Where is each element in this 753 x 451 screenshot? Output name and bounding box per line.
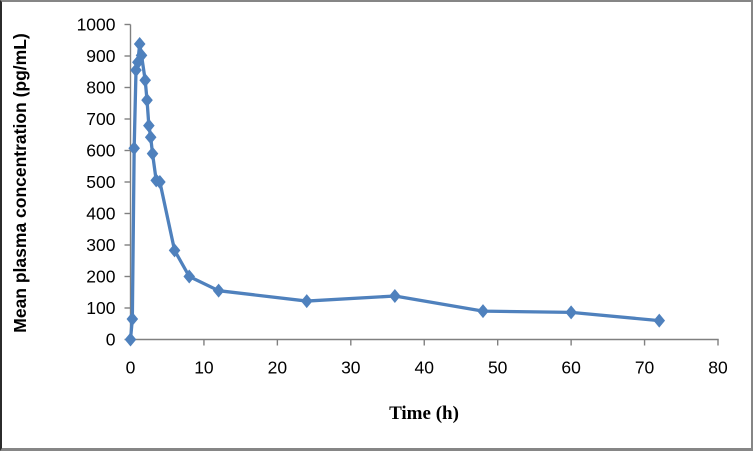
data-point-marker [565,305,577,320]
data-point-marker [124,332,137,347]
y-axis-tick-label: 400 [86,204,115,224]
data-point-marker [128,141,140,156]
x-axis-tick-label: 50 [488,358,508,378]
data-point-marker [144,130,157,145]
data-point-marker [154,175,166,189]
data-point-marker [143,118,155,133]
data-point-marker [183,269,196,284]
data-point-marker [477,304,489,319]
data-point-marker [653,313,666,328]
y-axis-tick-label: 300 [86,235,115,255]
data-point-marker [133,37,146,52]
x-axis-tick-label: 70 [635,358,655,378]
data-point-marker [126,312,139,327]
x-axis-tick-label: 0 [126,358,136,378]
data-point-marker [139,73,151,88]
data-point-marker [141,93,153,108]
y-axis-tick-label: 600 [86,141,115,161]
data-point-marker [389,289,401,304]
series-markers [124,37,666,347]
y-axis-tick-label: 700 [86,109,115,129]
x-axis-tick-label: 40 [415,358,435,378]
y-axis-tick-label: 1000 [77,15,116,35]
y-axis-title: Mean plasma concentration (pg/mL) [10,33,30,332]
x-axis-tick-label: 60 [561,358,581,378]
y-axis: 0 100 200 300 400 500 600 700 800 900 1000 [77,15,132,350]
y-axis-tick-label: 800 [86,78,115,98]
y-axis-tick-label: 500 [86,172,115,192]
data-point-marker [168,243,181,258]
y-axis-tick-label: 900 [86,46,115,66]
x-axis-tick-label: 10 [194,358,214,378]
x-axis: 0 10 20 30 40 50 60 70 80 [126,338,728,378]
y-axis-tick-label: 0 [106,330,116,350]
x-axis-title: Time (h) [389,403,459,424]
data-point-marker [300,294,313,309]
y-axis-tick-label: 100 [86,298,115,318]
x-axis-tick-label: 20 [268,358,288,378]
data-point-marker [135,48,148,63]
data-point-marker [212,283,225,298]
data-point-marker [146,146,159,161]
x-axis-tick-label: 80 [708,358,728,378]
x-axis-tick-label: 30 [341,358,361,378]
y-axis-tick-label: 200 [86,267,115,287]
